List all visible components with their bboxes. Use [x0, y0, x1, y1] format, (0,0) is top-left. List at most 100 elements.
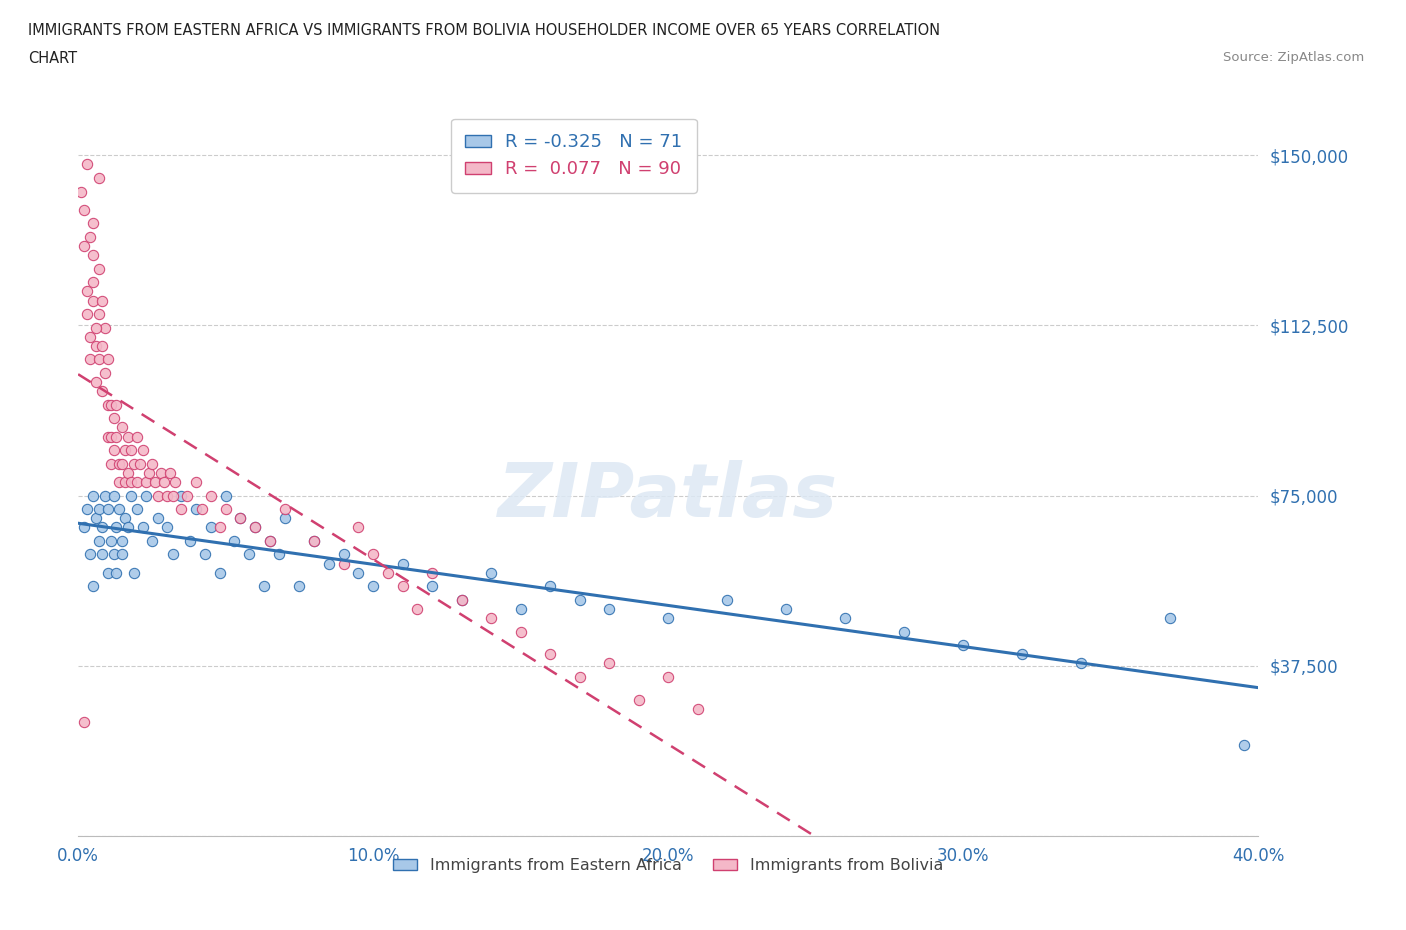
Point: [200, 488, 222, 503]
Point: [238, 547, 260, 562]
Point: [243, 520, 266, 535]
Point: [120, 474, 142, 489]
Point: [82, 216, 104, 231]
Point: [332, 556, 354, 571]
Point: [73, 203, 96, 218]
Point: [103, 547, 125, 562]
Point: [97, 352, 120, 367]
Text: ZIPatlas: ZIPatlas: [498, 460, 838, 533]
Point: [105, 397, 128, 412]
Point: [361, 547, 384, 562]
Point: [108, 474, 131, 489]
Point: [79, 230, 101, 245]
Point: [406, 602, 429, 617]
Point: [267, 547, 290, 562]
Text: CHART: CHART: [28, 51, 77, 66]
Point: [200, 520, 222, 535]
Point: [105, 429, 128, 444]
Point: [146, 488, 169, 503]
Point: [87, 534, 110, 549]
Point: [127, 474, 149, 489]
Point: [103, 411, 125, 426]
Point: [120, 443, 142, 458]
Point: [1159, 610, 1181, 625]
Point: [90, 547, 112, 562]
Point: [170, 488, 193, 503]
Point: [186, 474, 208, 489]
Point: [657, 610, 679, 625]
Point: [97, 565, 120, 580]
Point: [686, 701, 709, 716]
Point: [100, 397, 122, 412]
Point: [834, 610, 856, 625]
Point: [82, 488, 104, 503]
Point: [162, 547, 184, 562]
Point: [114, 511, 136, 525]
Point: [97, 501, 120, 516]
Point: [76, 501, 98, 516]
Point: [165, 474, 187, 489]
Point: [214, 488, 236, 503]
Point: [100, 457, 122, 472]
Point: [87, 501, 110, 516]
Point: [132, 443, 155, 458]
Point: [156, 488, 179, 503]
Point: [302, 534, 325, 549]
Point: [76, 284, 98, 299]
Point: [129, 457, 152, 472]
Point: [159, 465, 181, 480]
Point: [84, 320, 107, 335]
Point: [253, 578, 276, 593]
Point: [509, 624, 531, 639]
Point: [598, 656, 620, 671]
Point: [70, 184, 93, 199]
Point: [214, 501, 236, 516]
Point: [509, 602, 531, 617]
Point: [105, 565, 128, 580]
Point: [288, 578, 311, 593]
Point: [538, 578, 561, 593]
Point: [132, 520, 155, 535]
Point: [479, 610, 502, 625]
Point: [138, 465, 160, 480]
Point: [775, 602, 797, 617]
Point: [598, 602, 620, 617]
Point: [259, 534, 281, 549]
Point: [149, 465, 172, 480]
Point: [716, 592, 738, 607]
Point: [176, 488, 198, 503]
Point: [657, 670, 679, 684]
Point: [273, 511, 295, 525]
Point: [361, 578, 384, 593]
Point: [93, 365, 115, 380]
Point: [450, 592, 472, 607]
Point: [79, 329, 101, 344]
Point: [103, 443, 125, 458]
Point: [73, 520, 96, 535]
Point: [146, 511, 169, 525]
Point: [1232, 737, 1254, 752]
Point: [162, 488, 184, 503]
Point: [87, 307, 110, 322]
Text: Source: ZipAtlas.com: Source: ZipAtlas.com: [1223, 51, 1364, 64]
Point: [105, 520, 128, 535]
Point: [111, 547, 134, 562]
Point: [191, 501, 214, 516]
Point: [97, 429, 120, 444]
Point: [135, 474, 157, 489]
Point: [224, 534, 246, 549]
Point: [347, 520, 370, 535]
Point: [538, 646, 561, 661]
Point: [952, 638, 974, 653]
Point: [87, 261, 110, 276]
Point: [302, 534, 325, 549]
Point: [208, 565, 231, 580]
Point: [114, 443, 136, 458]
Point: [117, 520, 139, 535]
Point: [122, 565, 145, 580]
Point: [76, 157, 98, 172]
Point: [127, 501, 149, 516]
Point: [84, 511, 107, 525]
Point: [135, 488, 157, 503]
Point: [152, 474, 174, 489]
